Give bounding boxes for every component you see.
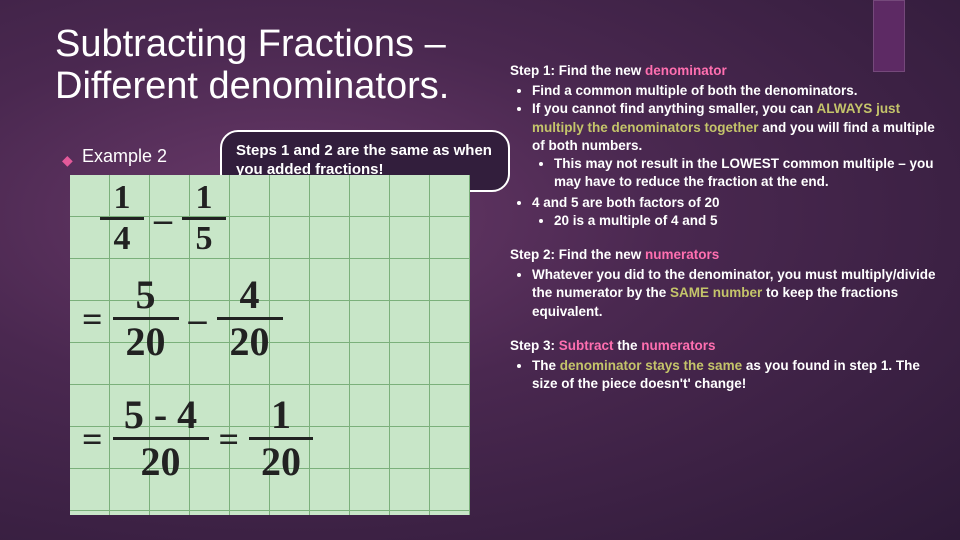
- equation-line-2: = 5 20 – 4 20: [72, 275, 283, 362]
- list-item: Whatever you did to the denominator, you…: [532, 266, 940, 321]
- graph-paper: 1 4 – 1 5 = 5 20 – 4 20 = 5 - 4 20: [70, 175, 470, 515]
- list-item: 20 is a multiple of 4 and 5: [554, 212, 940, 230]
- fraction: 1 20: [249, 395, 313, 482]
- list-item: 4 and 5 are both factors of 20 20 is a m…: [532, 194, 940, 230]
- slide-title: Subtracting Fractions – Different denomi…: [55, 24, 575, 108]
- equation-line-3: = 5 - 4 20 = 1 20: [72, 395, 313, 482]
- list-item: If you cannot find anything smaller, you…: [532, 100, 940, 191]
- step-3-block: Step 3: Subtract the numerators The deno…: [510, 337, 940, 394]
- step-3-heading: Step 3: Subtract the numerators: [510, 337, 940, 355]
- list-item: This may not result in the LOWEST common…: [554, 155, 940, 191]
- example-bullet-icon: ◆: [62, 152, 73, 169]
- fraction: 5 - 4 20: [113, 395, 209, 482]
- fraction: 1 5: [182, 181, 226, 256]
- list-item: Find a common multiple of both the denom…: [532, 82, 940, 100]
- fraction: 4 20: [217, 275, 283, 362]
- example-label: Example 2: [82, 146, 167, 167]
- fraction: 5 20: [113, 275, 179, 362]
- step-1-block: Step 1: Find the new denominator Find a …: [510, 62, 940, 230]
- step-2-heading: Step 2: Find the new numerators: [510, 246, 940, 264]
- fraction: 1 4: [100, 181, 144, 256]
- equation-line-1: 1 4 – 1 5: [100, 181, 226, 256]
- step-2-block: Step 2: Find the new numerators Whatever…: [510, 246, 940, 321]
- instructions-column: Step 1: Find the new denominator Find a …: [510, 62, 940, 410]
- step-1-heading: Step 1: Find the new denominator: [510, 62, 940, 80]
- list-item: The denominator stays the same as you fo…: [532, 357, 940, 393]
